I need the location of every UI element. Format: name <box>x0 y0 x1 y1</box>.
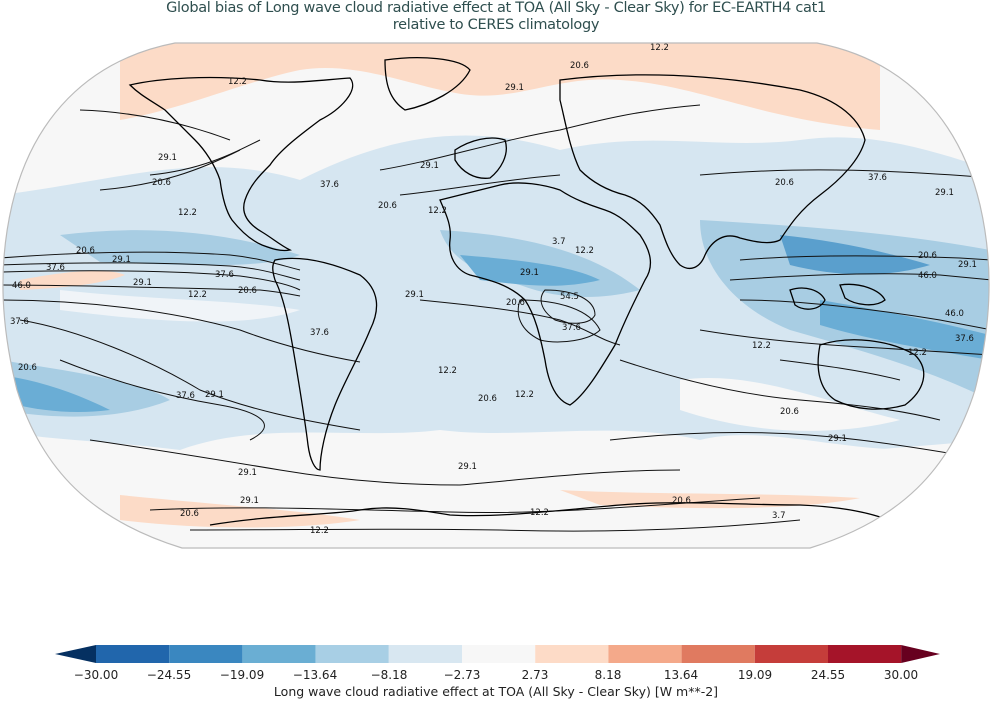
svg-text:20.6: 20.6 <box>378 201 397 211</box>
svg-text:20.6: 20.6 <box>506 298 525 308</box>
svg-text:37.6: 37.6 <box>215 270 234 280</box>
svg-text:12.2: 12.2 <box>650 43 669 53</box>
svg-text:37.6: 37.6 <box>955 334 974 344</box>
svg-text:29.1: 29.1 <box>112 255 131 265</box>
svg-text:20.6: 20.6 <box>152 178 171 188</box>
svg-text:29.1: 29.1 <box>935 188 954 198</box>
colorbar-tick: −13.64 <box>292 668 338 682</box>
svg-text:12.2: 12.2 <box>908 348 927 358</box>
svg-text:29.1: 29.1 <box>405 290 424 300</box>
svg-text:37.6: 37.6 <box>320 180 339 190</box>
svg-text:29.1: 29.1 <box>520 268 539 278</box>
world-map: 12.2 20.6 12.2 29.1 20.6 12.2 37.6 29.1 … <box>2 42 990 549</box>
svg-text:20.6: 20.6 <box>570 61 589 71</box>
colorbar-tick: 19.09 <box>737 668 773 682</box>
svg-text:3.7: 3.7 <box>772 511 786 521</box>
colorbar-tick: 8.18 <box>594 668 622 682</box>
globe-border <box>2 42 990 549</box>
colorbar-tick: −19.09 <box>219 668 265 682</box>
svg-text:29.1: 29.1 <box>458 462 477 472</box>
chart-title: Global bias of Long wave cloud radiative… <box>0 0 992 34</box>
map-svg: 12.2 20.6 12.2 29.1 20.6 12.2 37.6 29.1 … <box>2 42 990 549</box>
svg-text:20.6: 20.6 <box>18 363 37 373</box>
colorbar-tick: −8.18 <box>370 668 408 682</box>
title-line-1: Global bias of Long wave cloud radiative… <box>166 0 826 16</box>
svg-text:3.7: 3.7 <box>552 237 566 247</box>
title-line-2: relative to CERES climatology <box>392 17 600 33</box>
svg-text:29.1: 29.1 <box>420 161 439 171</box>
colorbar-tick: 13.64 <box>663 668 699 682</box>
svg-text:29.1: 29.1 <box>958 260 977 270</box>
colorbar-label: Long wave cloud radiative effect at TOA … <box>273 684 719 699</box>
map-field: 12.2 20.6 12.2 29.1 20.6 12.2 37.6 29.1 … <box>2 43 990 548</box>
svg-text:12.2: 12.2 <box>530 508 549 518</box>
colorbar-extend-min <box>55 645 96 663</box>
colorbar-tick: 30.00 <box>883 668 919 682</box>
colorbar-tick: −30.00 <box>73 668 119 682</box>
svg-text:20.6: 20.6 <box>478 394 497 404</box>
colorbar-extend-max <box>901 645 940 663</box>
svg-text:12.2: 12.2 <box>752 341 771 351</box>
svg-text:12.2: 12.2 <box>310 526 329 536</box>
svg-text:29.1: 29.1 <box>158 153 177 163</box>
svg-text:37.6: 37.6 <box>176 391 195 401</box>
svg-text:37.6: 37.6 <box>310 328 329 338</box>
svg-text:20.6: 20.6 <box>672 496 691 506</box>
svg-text:54.5: 54.5 <box>560 292 579 302</box>
contour-lines <box>2 104 990 532</box>
colorbar-svg <box>55 645 940 663</box>
svg-text:37.6: 37.6 <box>562 323 581 333</box>
svg-text:29.1: 29.1 <box>828 434 847 444</box>
svg-text:46.0: 46.0 <box>945 309 964 319</box>
coastlines <box>128 57 925 526</box>
svg-text:12.2: 12.2 <box>575 246 594 256</box>
svg-text:12.2: 12.2 <box>188 290 207 300</box>
svg-text:20.6: 20.6 <box>918 251 937 261</box>
svg-text:20.6: 20.6 <box>76 246 95 256</box>
svg-text:29.1: 29.1 <box>238 468 257 478</box>
svg-text:29.1: 29.1 <box>205 390 224 400</box>
svg-text:12.2: 12.2 <box>438 366 457 376</box>
svg-text:20.6: 20.6 <box>775 178 794 188</box>
colorbar-tick: −24.55 <box>146 668 192 682</box>
svg-text:12.2: 12.2 <box>428 206 447 216</box>
svg-text:46.0: 46.0 <box>918 271 937 281</box>
svg-text:12.2: 12.2 <box>178 208 197 218</box>
colorbar-tick: 24.55 <box>810 668 846 682</box>
colorbar-tick: −2.73 <box>443 668 481 682</box>
colorbar-tick: 2.73 <box>521 668 549 682</box>
svg-text:29.1: 29.1 <box>240 496 259 506</box>
svg-text:20.6: 20.6 <box>780 407 799 417</box>
svg-text:29.1: 29.1 <box>505 83 524 93</box>
svg-text:46.0: 46.0 <box>12 281 31 291</box>
svg-text:12.2: 12.2 <box>515 390 534 400</box>
svg-text:37.6: 37.6 <box>868 173 887 183</box>
svg-text:20.6: 20.6 <box>180 509 199 519</box>
contour-labels: 12.2 20.6 12.2 29.1 20.6 12.2 37.6 29.1 … <box>10 43 977 536</box>
colorbar <box>55 645 940 663</box>
svg-text:37.6: 37.6 <box>10 317 29 327</box>
svg-text:12.2: 12.2 <box>228 77 247 87</box>
svg-text:37.6: 37.6 <box>46 263 65 273</box>
svg-text:29.1: 29.1 <box>133 278 152 288</box>
svg-text:20.6: 20.6 <box>238 286 257 296</box>
